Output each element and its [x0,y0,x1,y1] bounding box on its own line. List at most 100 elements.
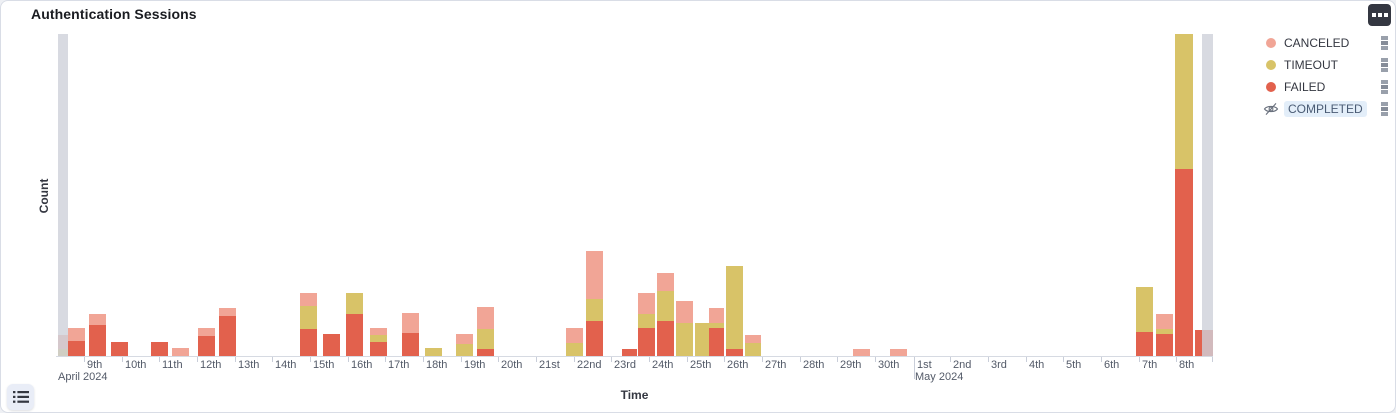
bar-segment-timeout[interactable] [370,335,387,342]
bar-segment-failed[interactable] [300,329,317,356]
bar-segment-canceled[interactable] [370,328,387,335]
legend-item-canceled[interactable]: CANCELED [1263,34,1388,52]
bar-segment-canceled[interactable] [890,349,907,356]
bar-segment-failed[interactable] [111,342,128,356]
bar-segment-timeout[interactable] [709,323,724,328]
stacked-bar[interactable] [566,328,583,356]
bar-segment-canceled[interactable] [745,335,761,343]
legend-item-completed[interactable]: COMPLETED [1263,100,1388,118]
bar-segment-failed[interactable] [89,325,106,356]
bar-segment-failed[interactable] [1156,334,1173,356]
stacked-bar[interactable] [709,308,724,356]
bar-segment-canceled[interactable] [709,308,724,323]
bar-segment-canceled[interactable] [1156,314,1173,329]
bar-segment-timeout[interactable] [346,293,363,314]
bar-segment-timeout[interactable] [1136,287,1153,332]
bar-segment-canceled[interactable] [219,308,236,316]
legend-label[interactable]: COMPLETED [1284,101,1367,117]
bar-segment-canceled[interactable] [477,307,494,329]
stacked-bar[interactable] [695,323,711,356]
bar-segment-canceled[interactable] [68,328,85,341]
bar-segment-canceled[interactable] [586,251,603,299]
bar-segment-failed[interactable] [1175,169,1193,356]
bar-segment-failed[interactable] [657,321,674,356]
stacked-bar[interactable] [1175,34,1193,356]
stacked-bar[interactable] [346,293,363,356]
stacked-bar[interactable] [586,251,603,356]
bar-segment-failed[interactable] [622,349,637,356]
bar-segment-canceled[interactable] [676,301,693,323]
bar-segment-timeout[interactable] [638,314,655,328]
bar-segment-timeout[interactable] [745,343,761,356]
bar-segment-timeout[interactable] [1175,34,1193,169]
stacked-bar[interactable] [111,342,128,356]
bar-segment-timeout[interactable] [676,323,693,356]
bar-segment-failed[interactable] [198,336,215,356]
bar-segment-canceled[interactable] [456,334,473,344]
bar-segment-timeout[interactable] [586,299,603,321]
stacked-bar[interactable] [370,328,387,356]
bar-segment-timeout[interactable] [566,343,583,356]
stacked-bar[interactable] [676,301,693,356]
stacked-bar[interactable] [425,348,442,356]
bar-segment-failed[interactable] [402,333,419,356]
bar-segment-canceled[interactable] [657,273,674,291]
stacked-bar[interactable] [622,349,637,356]
stacked-bar[interactable] [477,307,494,356]
bar-segment-timeout[interactable] [300,306,317,329]
legend-item-actions-icon[interactable] [1367,36,1388,50]
stacked-bar[interactable] [323,334,340,356]
bar-segment-timeout[interactable] [477,329,494,349]
stacked-bar[interactable] [890,349,907,356]
bar-segment-failed[interactable] [726,349,743,356]
stacked-bar[interactable] [172,348,189,356]
bar-segment-failed[interactable] [323,334,340,356]
bar-segment-failed[interactable] [151,342,168,356]
stacked-bar[interactable] [151,342,168,356]
bar-segment-timeout[interactable] [657,291,674,321]
bar-segment-canceled[interactable] [566,328,583,343]
bar-segment-canceled[interactable] [89,314,106,325]
bar-segment-timeout[interactable] [425,348,442,356]
legend-label[interactable]: TIMEOUT [1284,58,1338,72]
bar-segment-failed[interactable] [638,328,655,356]
stacked-bar[interactable] [1156,314,1173,356]
stacked-bar[interactable] [68,328,85,356]
bar-segment-timeout[interactable] [1156,329,1173,334]
panel-options-button[interactable] [1368,4,1391,26]
legend-toggle-button[interactable] [7,384,34,410]
stacked-bar[interactable] [89,314,106,356]
bar-segment-canceled[interactable] [198,328,215,336]
legend-label[interactable]: FAILED [1284,80,1326,94]
bar-segment-canceled[interactable] [172,348,189,356]
stacked-bar[interactable] [853,349,870,356]
legend-item-failed[interactable]: FAILED [1263,78,1388,96]
legend-item-actions-icon[interactable] [1367,102,1388,116]
stacked-bar[interactable] [300,293,317,356]
stacked-bar[interactable] [402,313,419,356]
stacked-bar[interactable] [456,334,473,356]
bar-segment-timeout[interactable] [726,266,743,349]
bar-segment-failed[interactable] [346,314,363,356]
bar-segment-canceled[interactable] [402,313,419,333]
stacked-bar[interactable] [745,335,761,356]
bar-segment-canceled[interactable] [638,293,655,314]
bar-segment-canceled[interactable] [300,293,317,306]
bar-segment-failed[interactable] [1136,332,1153,356]
bar-segment-timeout[interactable] [456,344,473,356]
bar-segment-failed[interactable] [219,316,236,356]
stacked-bar[interactable] [638,293,655,356]
bar-segment-failed[interactable] [477,349,494,356]
legend-item-actions-icon[interactable] [1367,80,1388,94]
legend-item-actions-icon[interactable] [1367,58,1388,72]
stacked-bar[interactable] [726,266,743,356]
bar-segment-failed[interactable] [68,341,85,356]
bar-segment-failed[interactable] [370,342,387,356]
bar-segment-timeout[interactable] [695,323,711,356]
legend-label[interactable]: CANCELED [1284,36,1350,50]
stacked-bar[interactable] [219,308,236,356]
stacked-bar[interactable] [657,273,674,356]
bar-segment-failed[interactable] [586,321,603,356]
bar-segment-failed[interactable] [709,328,724,356]
legend-item-timeout[interactable]: TIMEOUT [1263,56,1388,74]
